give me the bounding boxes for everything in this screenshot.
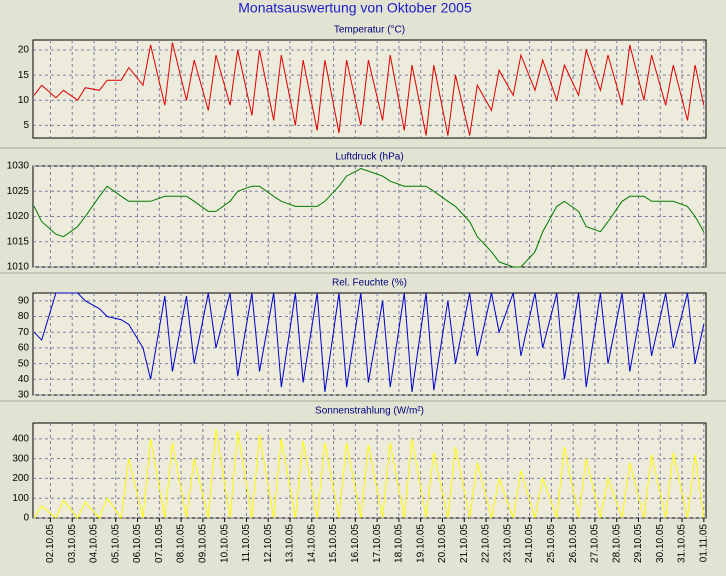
- x-tick-label: 10.10.05: [219, 524, 230, 563]
- y-tick-label: 40: [18, 374, 30, 385]
- y-tick-label: 50: [18, 358, 30, 369]
- x-tick-label: 06.10.05: [132, 524, 143, 563]
- x-tick-label: 19.10.05: [415, 524, 426, 563]
- x-tick-label: 07.10.05: [154, 524, 165, 563]
- x-tick-label: 03.10.05: [67, 524, 78, 563]
- x-tick-label: 31.10.05: [677, 524, 688, 563]
- data-line: [33, 428, 705, 520]
- x-tick-label: 15.10.05: [328, 524, 339, 563]
- x-tick-label: 21.10.05: [459, 524, 470, 563]
- panel-title: Temperatur (°C): [334, 25, 405, 36]
- y-tick-label: 80: [18, 311, 30, 322]
- y-tick-label: 10: [18, 95, 30, 106]
- panel-title: Sonnenstrahlung (W/m²): [315, 406, 424, 417]
- x-tick-label: 25.10.05: [546, 524, 557, 563]
- x-tick-label: 20.10.05: [437, 524, 448, 563]
- panel-title: Rel. Feuchte (%): [332, 278, 407, 289]
- y-tick-label: 20: [18, 45, 30, 56]
- plot-area: [32, 39, 707, 139]
- plot-area: [32, 422, 707, 519]
- y-tick-label: 70: [18, 327, 30, 338]
- y-tick-label: 1015: [7, 236, 30, 247]
- data-line: [33, 42, 705, 136]
- x-tick-label: 08.10.05: [176, 524, 187, 563]
- x-tick-label: 28.10.05: [611, 524, 622, 563]
- y-tick-label: 0: [23, 513, 29, 524]
- y-tick-label: 60: [18, 343, 30, 354]
- y-tick-label: 1025: [7, 186, 30, 197]
- x-tick-label: 27.10.05: [590, 524, 601, 563]
- x-tick-label: 17.10.05: [372, 524, 383, 563]
- x-tick-label: 26.10.05: [568, 524, 579, 563]
- panel-title: Luftdruck (hPa): [335, 152, 403, 163]
- y-tick-label: 90: [18, 295, 30, 306]
- x-tick-label: 16.10.05: [350, 524, 361, 563]
- y-tick-label: 100: [12, 493, 29, 504]
- y-tick-label: 1010: [7, 262, 30, 273]
- x-tick-label: 29.10.05: [633, 524, 644, 563]
- x-tick-label: 23.10.05: [502, 524, 513, 563]
- x-tick-label: 24.10.05: [524, 524, 535, 563]
- y-tick-label: 1020: [7, 211, 30, 222]
- y-tick-label: 300: [12, 453, 29, 464]
- y-tick-label: 200: [12, 473, 29, 484]
- y-tick-label: 400: [12, 433, 29, 444]
- x-tick-label: 22.10.05: [481, 524, 492, 563]
- x-tick-label: 18.10.05: [394, 524, 405, 563]
- x-tick-label: 13.10.05: [285, 524, 296, 563]
- data-line: [33, 167, 705, 268]
- x-tick-label: 01.11.05: [698, 524, 709, 563]
- x-tick-label: 30.10.05: [655, 524, 666, 563]
- y-tick-label: 15: [18, 70, 30, 81]
- x-tick-label: 12.10.05: [263, 524, 274, 563]
- y-tick-label: 5: [23, 120, 29, 131]
- x-tick-label: 02.10.05: [45, 524, 56, 563]
- x-tick-label: 05.10.05: [110, 524, 121, 563]
- x-tick-label: 09.10.05: [198, 524, 209, 563]
- y-tick-label: 1030: [7, 161, 30, 172]
- x-tick-label: 14.10.05: [306, 524, 317, 563]
- y-tick-label: 30: [18, 390, 30, 401]
- main-title: Monatsauswertung von Oktober 2005: [238, 0, 472, 16]
- data-line: [33, 292, 705, 392]
- x-tick-label: 04.10.05: [89, 524, 100, 563]
- x-tick-label: 11.10.05: [241, 524, 252, 563]
